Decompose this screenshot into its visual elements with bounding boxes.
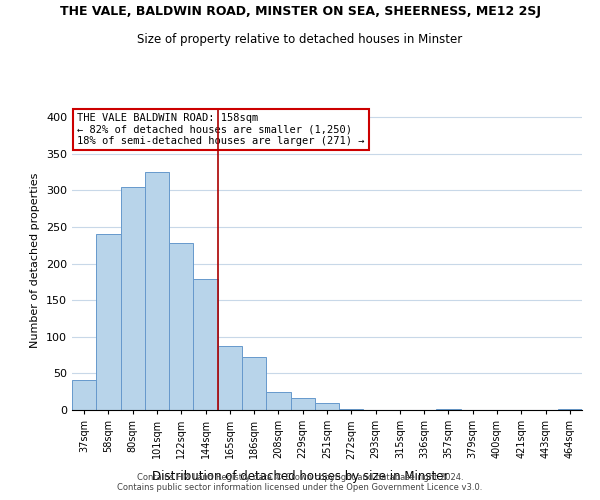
Text: Contains HM Land Registry data © Crown copyright and database right 2024.
Contai: Contains HM Land Registry data © Crown c… — [118, 473, 482, 492]
Bar — [242, 356, 266, 410]
Bar — [193, 279, 218, 410]
Bar — [145, 172, 169, 410]
Bar — [558, 408, 582, 410]
Text: Size of property relative to detached houses in Minster: Size of property relative to detached ho… — [137, 32, 463, 46]
Text: Distribution of detached houses by size in Minster: Distribution of detached houses by size … — [152, 470, 448, 483]
Bar — [290, 398, 315, 410]
Bar — [218, 346, 242, 410]
Bar — [266, 392, 290, 410]
Y-axis label: Number of detached properties: Number of detached properties — [31, 172, 40, 348]
Bar — [96, 234, 121, 410]
Text: THE VALE, BALDWIN ROAD, MINSTER ON SEA, SHEERNESS, ME12 2SJ: THE VALE, BALDWIN ROAD, MINSTER ON SEA, … — [59, 5, 541, 18]
Text: THE VALE BALDWIN ROAD: 158sqm
← 82% of detached houses are smaller (1,250)
18% o: THE VALE BALDWIN ROAD: 158sqm ← 82% of d… — [77, 113, 365, 146]
Bar — [315, 402, 339, 410]
Bar — [72, 380, 96, 410]
Bar — [121, 187, 145, 410]
Bar — [169, 243, 193, 410]
